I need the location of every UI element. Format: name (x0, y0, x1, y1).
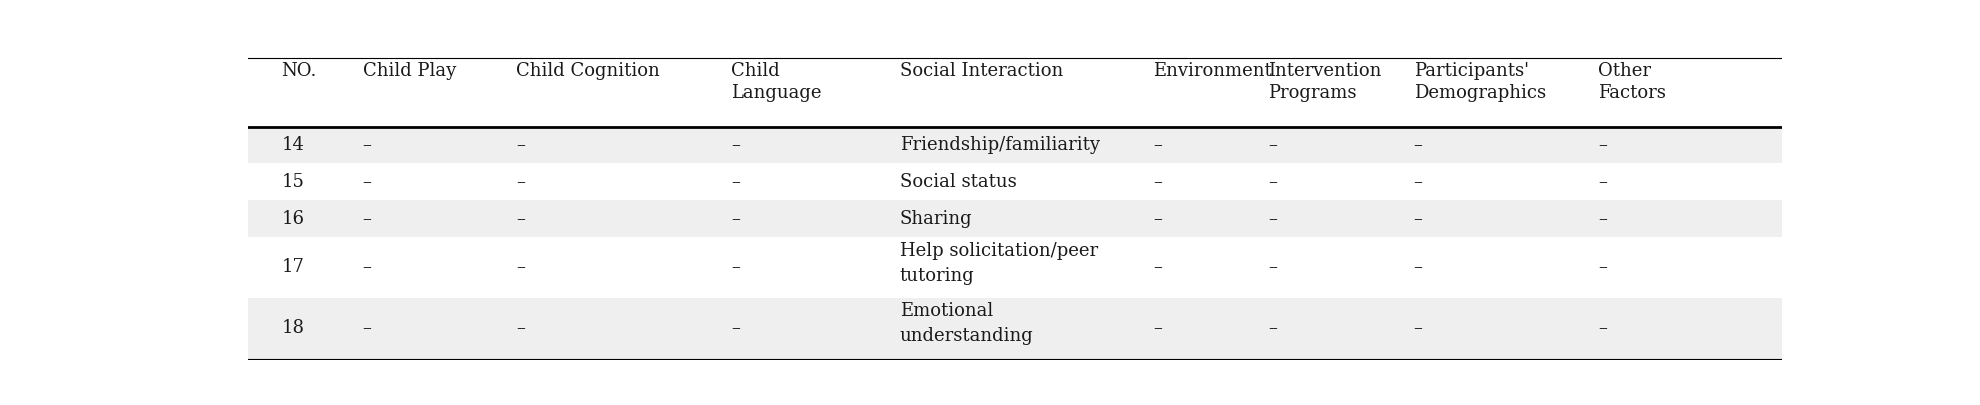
Text: 16: 16 (281, 209, 305, 228)
Text: –: – (362, 319, 372, 337)
Text: –: – (1152, 258, 1162, 276)
Bar (248, 200, 1782, 237)
Text: –: – (517, 209, 525, 228)
Text: Other
Factors: Other Factors (1598, 62, 1665, 102)
Text: –: – (1267, 136, 1277, 154)
Bar (248, 298, 1782, 358)
Text: 18: 18 (281, 319, 305, 337)
Text: –: – (1267, 258, 1277, 276)
Text: Social status: Social status (899, 173, 1016, 191)
Text: –: – (731, 319, 741, 337)
Text: –: – (1598, 136, 1606, 154)
Text: –: – (1267, 209, 1277, 228)
Text: –: – (731, 136, 741, 154)
Text: –: – (1152, 319, 1162, 337)
Text: –: – (1414, 173, 1422, 191)
Text: –: – (517, 136, 525, 154)
Text: –: – (1267, 173, 1277, 191)
Bar (248, 127, 1782, 163)
Text: –: – (1414, 258, 1422, 276)
Text: –: – (1152, 136, 1162, 154)
Text: Child
Language: Child Language (731, 62, 822, 102)
Text: Participants'
Demographics: Participants' Demographics (1414, 62, 1546, 102)
Text: –: – (517, 319, 525, 337)
Text: Child Play: Child Play (362, 62, 455, 80)
Text: –: – (362, 209, 372, 228)
Text: –: – (362, 136, 372, 154)
Text: –: – (1598, 319, 1606, 337)
Text: Social Interaction: Social Interaction (899, 62, 1063, 80)
Text: –: – (1152, 209, 1162, 228)
Text: –: – (1598, 173, 1606, 191)
Text: NO.: NO. (281, 62, 317, 80)
Text: –: – (517, 173, 525, 191)
Text: –: – (1414, 209, 1422, 228)
Text: Intervention
Programs: Intervention Programs (1267, 62, 1382, 102)
Text: –: – (362, 258, 372, 276)
Text: Emotional
understanding: Emotional understanding (899, 303, 1034, 345)
Text: Friendship/familiarity: Friendship/familiarity (899, 136, 1099, 154)
Text: –: – (731, 209, 741, 228)
Text: –: – (1414, 136, 1422, 154)
Text: –: – (517, 258, 525, 276)
Text: –: – (731, 173, 741, 191)
Text: Help solicitation/peer
tutoring: Help solicitation/peer tutoring (899, 242, 1097, 285)
Text: –: – (362, 173, 372, 191)
Text: –: – (1267, 319, 1277, 337)
Text: 17: 17 (281, 258, 305, 276)
Text: 15: 15 (281, 173, 305, 191)
Text: Child Cognition: Child Cognition (517, 62, 659, 80)
Text: Sharing: Sharing (899, 209, 972, 228)
Text: –: – (1414, 319, 1422, 337)
Text: 14: 14 (281, 136, 305, 154)
Text: –: – (731, 258, 741, 276)
Text: Environment: Environment (1152, 62, 1271, 80)
Text: –: – (1152, 173, 1162, 191)
Text: –: – (1598, 209, 1606, 228)
Text: –: – (1598, 258, 1606, 276)
